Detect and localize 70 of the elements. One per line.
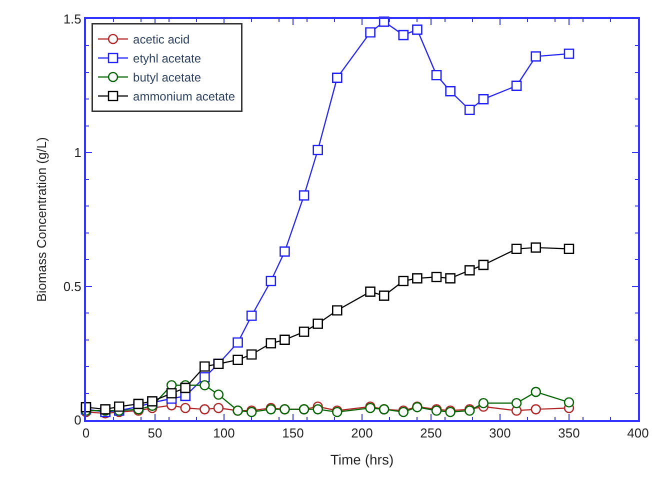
point: [478, 260, 489, 270]
point: [530, 51, 542, 62]
point: [232, 354, 243, 365]
x-tick-label: 300: [489, 426, 511, 441]
point: [213, 402, 224, 414]
point: [478, 398, 489, 408]
x-tick-label: 50: [148, 426, 162, 441]
x-axis-title: Time (hrs): [330, 451, 394, 468]
point: [312, 144, 323, 156]
point: [478, 94, 489, 104]
point: [398, 30, 409, 40]
point: [530, 242, 542, 253]
point: [511, 244, 522, 254]
point: [332, 305, 342, 316]
point: [445, 273, 456, 284]
point: [511, 80, 522, 91]
point: [464, 104, 475, 116]
point: [298, 190, 310, 201]
point: [200, 404, 210, 414]
y-axis-title: Biomass Concentration (g/L): [34, 137, 49, 302]
point: [332, 72, 342, 83]
point: [398, 276, 409, 286]
legend-label: butyl acetate: [133, 70, 202, 85]
x-tick-label: 250: [420, 426, 442, 441]
point: [180, 382, 191, 394]
point: [232, 337, 243, 348]
point: [530, 386, 542, 398]
y-tick-label: 1: [74, 145, 82, 160]
point: [312, 318, 323, 329]
x-tick-label: 100: [213, 426, 235, 441]
point: [312, 404, 323, 414]
x-tick-label: 350: [558, 426, 580, 441]
point: [445, 86, 456, 96]
point: [114, 401, 124, 412]
point: [412, 273, 422, 284]
point: [266, 338, 276, 348]
point: [431, 272, 442, 282]
point: [280, 334, 290, 345]
x-tick-label: 150: [282, 426, 304, 441]
point: [200, 372, 210, 382]
point: [166, 388, 177, 398]
y-tick-label: 0: [74, 412, 82, 428]
point: [246, 349, 257, 360]
point: [133, 398, 144, 410]
point: [200, 361, 210, 372]
point: [530, 404, 542, 414]
legend-label: etyhl acetate: [133, 52, 202, 66]
point: [280, 246, 290, 257]
point: [298, 326, 310, 337]
point: [564, 48, 574, 59]
x-tick-label: 400: [627, 426, 649, 441]
point: [246, 310, 257, 321]
point: [511, 398, 522, 408]
legend-label: ammonium acetate: [133, 90, 236, 104]
legend-label: acetic acid: [133, 32, 190, 47]
point: [564, 397, 574, 408]
y-tick-label: 1.5: [63, 12, 82, 27]
point: [464, 265, 475, 276]
point: [365, 286, 376, 297]
point: [431, 70, 442, 80]
point: [378, 290, 390, 301]
point: [180, 402, 191, 414]
point: [564, 244, 574, 254]
point: [200, 380, 210, 390]
y-tick-label: 0.5: [63, 278, 82, 294]
x-tick-label: 200: [351, 426, 373, 441]
point: [266, 276, 276, 286]
point: [365, 27, 376, 38]
point: [213, 389, 224, 400]
point: [412, 24, 422, 35]
